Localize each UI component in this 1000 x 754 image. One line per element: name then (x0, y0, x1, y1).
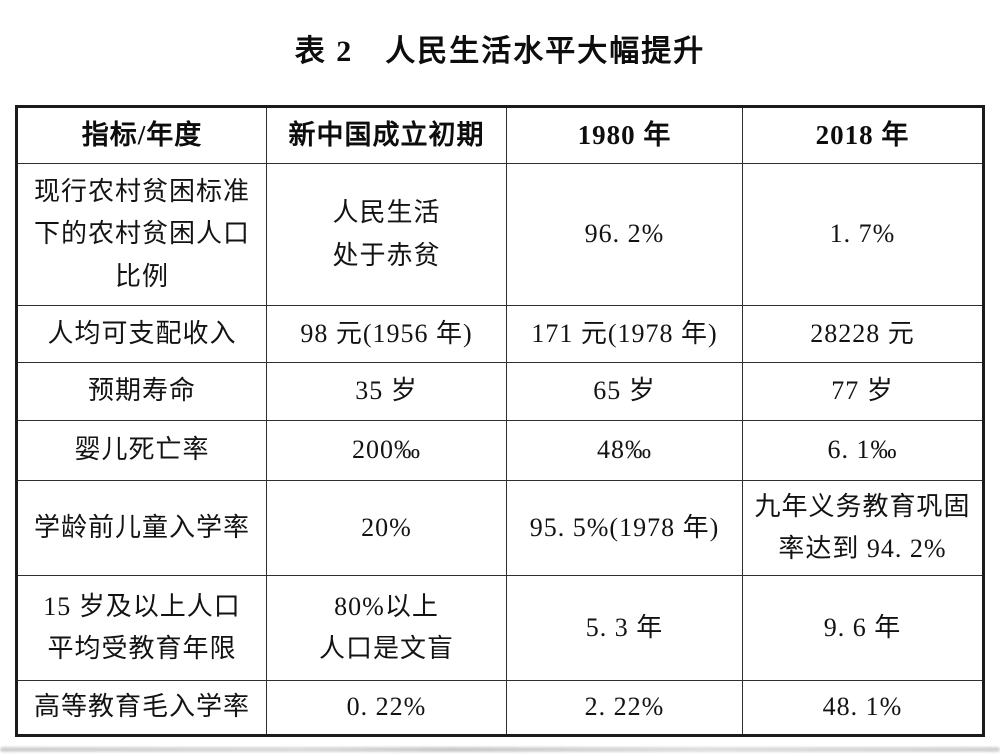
cell: 200‰ (266, 420, 507, 481)
cell: 0. 22% (266, 680, 507, 736)
table-row: 现行农村贫困标准 下的农村贫困人口 比例 人民生活 处于赤贫 96. 2% 1.… (16, 163, 984, 306)
living-standards-table: 指标/年度 新中国成立初期 1980 年 2018 年 现行农村贫困标准 下的农… (15, 105, 985, 737)
header-row: 指标/年度 新中国成立初期 1980 年 2018 年 (16, 106, 984, 164)
cell: 35 岁 (266, 362, 507, 421)
row-label: 15 岁及以上人口 平均受教育年限 (16, 575, 267, 681)
cell: 2. 22% (506, 680, 743, 736)
row-label: 人均可支配收入 (16, 305, 267, 363)
column-header-early-prc: 新中国成立初期 (266, 106, 507, 164)
cell: 96. 2% (506, 163, 743, 306)
row-label: 预期寿命 (16, 362, 267, 421)
table-row: 预期寿命 35 岁 65 岁 77 岁 (16, 362, 984, 421)
cell: 77 岁 (742, 362, 984, 421)
table-row: 高等教育毛入学率 0. 22% 2. 22% 48. 1% (16, 680, 984, 736)
row-label: 学龄前儿童入学率 (16, 480, 267, 576)
column-header-2018: 2018 年 (742, 106, 984, 164)
cell: 人民生活 处于赤贫 (266, 163, 507, 306)
column-header-indicator: 指标/年度 (16, 106, 267, 164)
cell: 9. 6 年 (742, 575, 984, 681)
cell: 80%以上 人口是文盲 (266, 575, 507, 681)
table-row: 15 岁及以上人口 平均受教育年限 80%以上 人口是文盲 5. 3 年 9. … (16, 575, 984, 681)
row-label: 婴儿死亡率 (16, 420, 267, 481)
cell: 1. 7% (742, 163, 984, 306)
cell: 28228 元 (742, 305, 984, 363)
cell: 48. 1% (742, 680, 984, 736)
cell: 95. 5%(1978 年) (506, 480, 743, 576)
cell: 65 岁 (506, 362, 743, 421)
table-title: 表 2 人民生活水平大幅提升 (294, 35, 706, 68)
table-row: 学龄前儿童入学率 20% 95. 5%(1978 年) 九年义务教育巩固 率达到… (16, 480, 984, 576)
cell: 6. 1‰ (742, 420, 984, 481)
cropped-next-line-artifact (0, 747, 1000, 752)
table-row: 人均可支配收入 98 元(1956 年) 171 元(1978 年) 28228… (16, 305, 984, 363)
table-row: 婴儿死亡率 200‰ 48‰ 6. 1‰ (16, 420, 984, 481)
cell: 48‰ (506, 420, 743, 481)
cell: 171 元(1978 年) (506, 305, 743, 363)
row-label: 现行农村贫困标准 下的农村贫困人口 比例 (16, 163, 267, 306)
cell: 20% (266, 480, 507, 576)
cell: 九年义务教育巩固 率达到 94. 2% (742, 480, 984, 576)
row-label: 高等教育毛入学率 (16, 680, 267, 736)
cell: 5. 3 年 (506, 575, 743, 681)
cell: 98 元(1956 年) (266, 305, 507, 363)
column-header-1980: 1980 年 (506, 106, 743, 164)
